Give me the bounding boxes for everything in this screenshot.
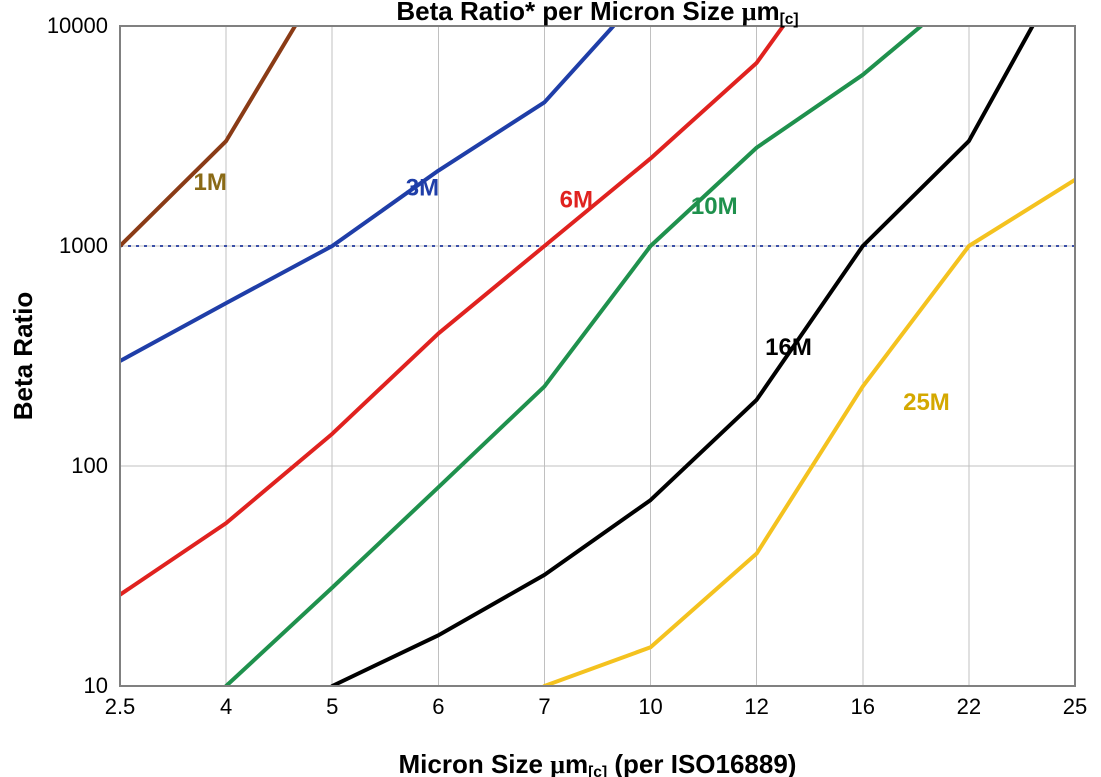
x-tick: 10 <box>638 694 662 719</box>
chart-title: Beta Ratio* per Micron Size μm[c] <box>396 0 798 28</box>
y-tick: 10000 <box>47 13 108 38</box>
series-label-6M: 6M <box>560 186 593 213</box>
chart-container: 1M 3M 6M 10M 16M 25M 2.5 4 5 6 7 10 12 16 22 25 10 100 100… <box>0 0 1101 777</box>
x-tick: 7 <box>538 694 550 719</box>
x-tick: 2.5 <box>105 694 136 719</box>
x-tick: 16 <box>851 694 875 719</box>
series-label-1M: 1M <box>194 169 227 196</box>
x-tick: 22 <box>957 694 981 719</box>
x-tick: 5 <box>326 694 338 719</box>
series-label-3M: 3M <box>406 174 439 201</box>
y-tick: 1000 <box>59 233 108 258</box>
x-tick: 6 <box>432 694 444 719</box>
series-label-10M: 10M <box>691 193 738 220</box>
x-tick: 25 <box>1063 694 1087 719</box>
series-label-16M: 16M <box>765 334 812 361</box>
y-tick: 10 <box>84 673 108 698</box>
series-label-25M: 25M <box>903 389 950 416</box>
x-tick: 12 <box>744 694 768 719</box>
x-tick: 4 <box>220 694 232 719</box>
chart-svg: 1M 3M 6M 10M 16M 25M 2.5 4 5 6 7 10 12 16 22 25 10 100 100… <box>0 0 1101 777</box>
y-axis-label: Beta Ratio <box>8 292 38 421</box>
y-tick: 100 <box>71 453 108 478</box>
